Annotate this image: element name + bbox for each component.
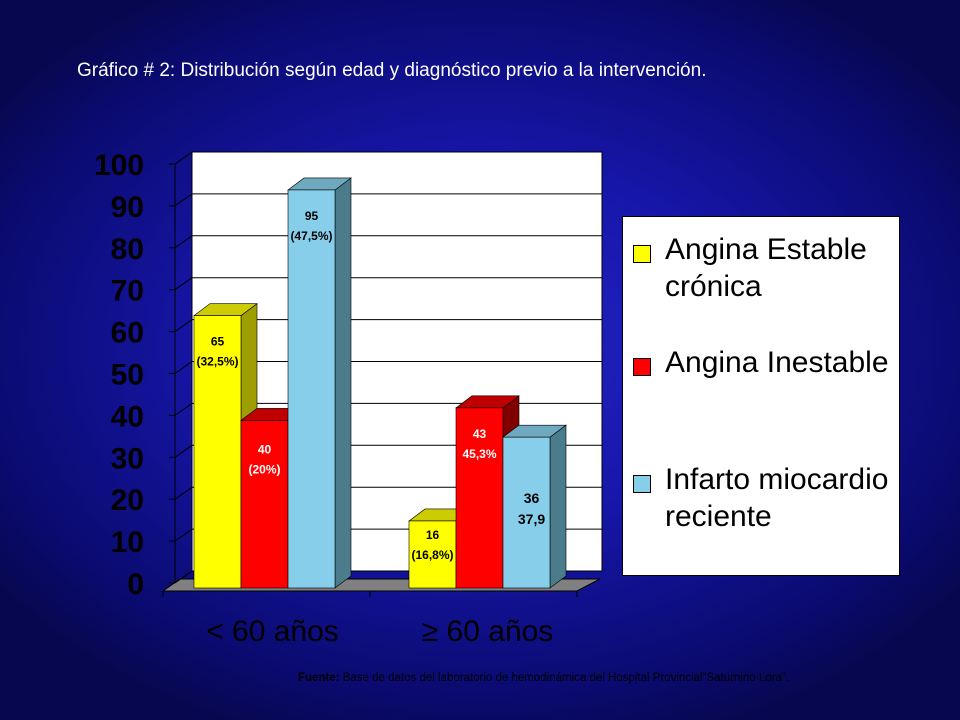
bar [287,189,336,589]
y-tick-label: 50 [111,359,144,392]
y-tick-label: 30 [111,442,144,475]
data-label: 43 [473,427,487,441]
data-label: (16,8%) [411,548,453,562]
x-category-label: < 60 años [206,615,339,648]
legend-swatch-blue [633,475,651,493]
data-label: 16 [426,528,440,542]
bar [193,315,242,589]
source-text: Base de datos del laboratorio de hemodin… [339,672,789,684]
y-tick-label: 90 [111,191,144,224]
bar [240,420,289,589]
legend-label: Angina Inestable [665,346,889,379]
y-axis: 0 10 20 30 40 50 60 70 80 90 100 [94,149,193,601]
legend-item-angina-estable: Angina Estable crónica [633,231,895,305]
gridline [174,361,602,374]
legend-label: Infarto miocardio reciente [665,463,889,533]
gridline [174,193,602,207]
data-label: 40 [258,442,272,456]
data-label: 65 [211,335,225,349]
y-tick-label: 20 [111,484,144,517]
y-tick-label: 10 [111,526,144,559]
y-tick-label: 80 [111,233,144,266]
data-label: 36 [524,490,540,506]
legend-swatch-red [633,358,651,376]
legend-label: Angina Estable crónica [665,233,867,303]
y-tick-label: 70 [111,275,144,308]
y-tick-label: 40 [111,400,144,433]
y-tick-label: 100 [94,149,144,182]
bars [193,177,567,589]
y-axis-depth [174,570,193,584]
gridline [174,235,602,249]
data-label: (20%) [248,462,280,476]
legend-item-infarto: Infarto miocardio reciente [633,461,895,535]
gridline [174,319,602,333]
chart-title: Gráfico # 2: Distribución según edad y d… [77,60,707,81]
x-axis: < 60 años ≥ 60 años [162,590,578,648]
gridline [174,277,602,291]
legend-item-angina-inestable: Angina Inestable [633,344,895,381]
y-tick-label: 0 [127,568,144,601]
data-labels: 65 (32,5%) 40 (20%) 95 (47,5%) 16 (16,8%) 43 45,3… [196,209,545,562]
source-note: Fuente: Base de datos del laboratorio de… [298,672,789,684]
y-tick-label: 60 [111,317,144,350]
data-label: 95 [305,209,319,223]
legend: Angina Estable crónica Angina Inestable … [622,216,900,576]
data-label: (47,5%) [290,229,332,243]
data-label: 37,9 [518,511,545,527]
bar-side [334,177,352,589]
x-category-label: ≥ 60 años [422,615,554,648]
data-label: (32,5%) [196,355,238,369]
source-prefix: Fuente: [298,672,340,684]
bar [408,520,457,589]
data-label: 45,3% [462,447,496,461]
legend-swatch-yellow [633,245,651,263]
gridline [174,151,602,165]
bar-side [549,424,567,589]
bar [502,436,551,589]
